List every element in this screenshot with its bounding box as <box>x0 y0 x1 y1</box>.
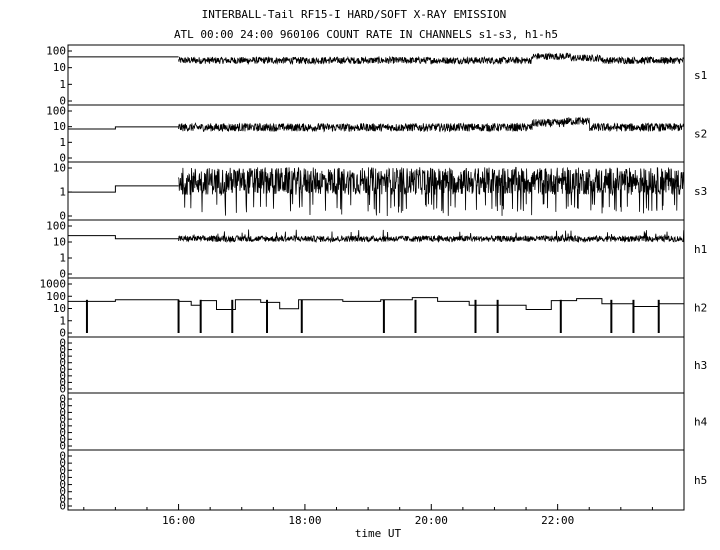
x-axis-label: time UT <box>355 527 402 540</box>
y-tick-label: 0 <box>59 363 66 376</box>
series-line-h2 <box>68 297 684 310</box>
panel-frame <box>67 44 685 106</box>
y-tick-label: 10 <box>53 162 66 175</box>
panel-frame <box>67 219 685 279</box>
y-tick-label: 0 <box>59 356 66 369</box>
channel-label-s1: s1 <box>694 69 707 82</box>
series-line-s3-pregap <box>68 185 179 193</box>
channel-label-h1: h1 <box>694 243 707 256</box>
y-tick-label: 0 <box>59 343 66 356</box>
y-tick-label: 0 <box>59 210 66 223</box>
y-tick-label: 0 <box>59 485 66 498</box>
y-tick-label: 0 <box>59 327 66 340</box>
series-line-s2-pregap <box>68 126 179 130</box>
channel-label-h3: h3 <box>694 359 707 372</box>
y-tick-label: 0 <box>59 393 66 406</box>
y-tick-label: 10 <box>53 120 66 133</box>
y-tick-label: 1 <box>59 136 66 149</box>
chart-subtitle: ATL 00:00 24:00 960106 COUNT RATE IN CHA… <box>174 28 558 41</box>
y-tick-label: 100 <box>46 45 66 58</box>
series-line-s3 <box>178 166 685 216</box>
y-tick-label: 10 <box>53 236 66 249</box>
channel-label-h4: h4 <box>694 416 708 429</box>
y-tick-label: 0 <box>59 419 66 432</box>
y-tick-label: 1 <box>59 252 66 265</box>
x-tick-label: 20:00 <box>415 514 448 527</box>
y-tick-label: 0 <box>59 399 66 412</box>
panel-frame <box>67 449 685 511</box>
y-tick-label: 0 <box>59 440 66 453</box>
y-tick-label: 0 <box>59 95 66 108</box>
y-tick-label: 100 <box>46 220 66 233</box>
y-tick-label: 0 <box>59 457 66 470</box>
y-tick-label: 10 <box>53 61 66 74</box>
y-tick-label: 0 <box>59 492 66 505</box>
chart-title: INTERBALL-Tail RF15-I HARD/SOFT X-RAY EM… <box>202 8 507 21</box>
y-tick-label: 1 <box>59 314 66 327</box>
time-axis: 16:00 18:00 20:00 22:00 <box>83 504 653 527</box>
y-tick-label: 0 <box>59 471 66 484</box>
y-tick-label: 0 <box>59 376 66 389</box>
panel-frame <box>67 392 685 451</box>
y-tick-label: 0 <box>59 433 66 446</box>
y-tick-label: 1000 <box>40 278 67 291</box>
y-tick-label: 0 <box>59 478 66 491</box>
series-line-h1 <box>178 229 685 244</box>
y-tick-label: 0 <box>59 464 66 477</box>
x-tick-label: 22:00 <box>541 514 574 527</box>
y-tick-label: 0 <box>59 406 66 419</box>
channel-label-s3: s3 <box>694 185 707 198</box>
x-tick-label: 16:00 <box>162 514 195 527</box>
panel-frame <box>67 336 685 394</box>
y-tick-label: 0 <box>59 450 66 463</box>
y-tick-label: 0 <box>59 413 66 426</box>
y-tick-label: 0 <box>59 426 66 439</box>
panel-frame <box>67 104 685 163</box>
y-tick-label: 0 <box>59 369 66 382</box>
y-tick-label: 0 <box>59 337 66 350</box>
series-line-h1-pregap <box>68 235 179 240</box>
y-tick-label: 0 <box>59 500 66 513</box>
channel-label-s2: s2 <box>694 128 707 141</box>
panel-frame <box>67 277 685 338</box>
y-tick-label: 1 <box>59 186 66 199</box>
channel-label-h2: h2 <box>694 302 707 315</box>
y-tick-label: 100 <box>46 105 66 118</box>
channel-label-h5: h5 <box>694 474 707 487</box>
y-tick-label: 0 <box>59 383 66 396</box>
y-tick-label: 0 <box>59 152 66 165</box>
y-tick-label: 100 <box>46 290 66 303</box>
panel-stack: 1001010s11001010s21010s31001010h11000100… <box>40 44 708 513</box>
series-line-s2 <box>178 116 685 133</box>
y-tick-label: 0 <box>59 350 66 363</box>
x-tick-label: 18:00 <box>288 514 321 527</box>
y-tick-label: 1 <box>59 78 66 91</box>
y-tick-label: 0 <box>59 268 66 281</box>
y-tick-label: 10 <box>53 302 66 315</box>
series-line-s1 <box>178 52 685 66</box>
